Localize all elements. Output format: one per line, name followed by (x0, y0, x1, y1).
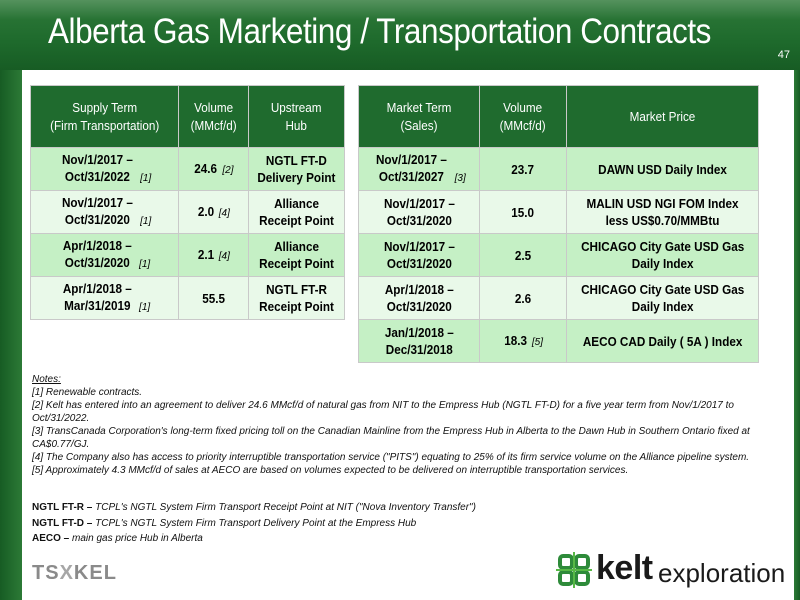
market-volume-cell: 18.3 [5] (479, 319, 567, 363)
market-term-cell: Apr/1/2018 – Oct/31/2020 (358, 276, 480, 320)
notes-label: Notes: (32, 374, 61, 385)
market-volume-cell: 15.0 (479, 190, 567, 234)
page-title: Alberta Gas Marketing / Transportation C… (48, 12, 711, 51)
note-item: [1] Renewable contracts. (32, 387, 143, 398)
left-frame-bar (0, 70, 22, 600)
supply-term-cell: Nov/1/2017 – Oct/31/2020 [1] (30, 190, 179, 234)
market-volume-header: Volume (MMcf/d) (479, 85, 567, 148)
market-table-row: Nov/1/2017 – Oct/31/2020 2.5 CHICAGO City … (358, 233, 759, 277)
supply-volume-cell: 2.1 [4] (178, 233, 249, 277)
footnote-ref: [4] (218, 250, 230, 262)
market-term-cell: Nov/1/2017 – Oct/31/2020 (358, 190, 480, 234)
title-bar-shine (0, 0, 800, 20)
supply-hub-cell: Alliance Receipt Point (248, 233, 345, 277)
supply-table-row: Nov/1/2017 – Oct/31/2022 [1] 24.6 [2] NGTL… (30, 147, 345, 191)
market-table-row: Jan/1/2018 – Dec/31/2018 18.3 [5] AECO CAD… (358, 319, 759, 363)
logo-exploration-text: exploration (658, 558, 786, 588)
note-item: [5] Approximately 4.3 MMcf/d of sales at… (32, 465, 629, 476)
note-item: [2] Kelt has entered into an agreement t… (32, 400, 734, 424)
supply-hub-header: Upstream Hub (248, 85, 345, 148)
supply-term-cell: Nov/1/2017 – Oct/31/2022 [1] (30, 147, 179, 191)
market-volume-cell: 23.7 (479, 147, 567, 191)
title-bar: Alberta Gas Marketing / Transportation C… (0, 0, 800, 70)
supply-term-header: Supply Term (Firm Transportation) (30, 85, 179, 148)
market-price-cell: AECO CAD Daily ( 5A ) Index (566, 319, 759, 363)
note-item: [4] The Company also has access to prior… (32, 452, 750, 463)
kelt-exploration-logo: kelt exploration (554, 548, 794, 592)
definition-item: AECO – main gas price Hub in Alberta (32, 533, 203, 544)
page-number: 47 (777, 49, 790, 61)
supply-hub-cell: NGTL FT-R Receipt Point (248, 276, 345, 320)
market-table: Market Term (Sales) Volume (MMcf/d) Mark… (358, 85, 759, 363)
supply-table-row: Apr/1/2018 – Oct/31/2020 [1] 2.1 [4] Allia… (30, 233, 345, 277)
market-volume-cell: 2.6 (479, 276, 567, 320)
footnote-ref: [3] (454, 173, 466, 184)
footnote-ref: [1] (139, 259, 151, 270)
notes-section: Notes: [1] Renewable contracts. [2] Kelt… (32, 373, 772, 477)
celtic-knot-icon (556, 552, 592, 588)
market-volume-cell: 2.5 (479, 233, 567, 277)
footnote-ref: [1] (139, 302, 151, 313)
supply-volume-cell: 55.5 (178, 276, 249, 320)
market-price-cell: MALIN USD NGI FOM Index less US$0.70/MMB… (566, 190, 759, 234)
market-price-cell: CHICAGO City Gate USD Gas Daily Index (566, 233, 759, 277)
definition-item: NGTL FT-D – TCPL's NGTL System Firm Tran… (32, 517, 417, 529)
supply-hub-cell: Alliance Receipt Point (248, 190, 345, 234)
footnote-ref: [5] (531, 336, 544, 348)
logo-kelt-text: kelt (596, 549, 653, 587)
market-price-cell: CHICAGO City Gate USD Gas Daily Index (566, 276, 759, 320)
footnote-ref: [4] (218, 207, 230, 219)
supply-term-cell: Apr/1/2018 – Mar/31/2019 [1] (30, 276, 179, 320)
market-price-header: Market Price (566, 85, 759, 148)
tsx-kel-logo: TSXKEL (32, 562, 117, 584)
supply-table-row: Nov/1/2017 – Oct/31/2020 [1] 2.0 [4] Allia… (30, 190, 345, 234)
supply-term-cell: Apr/1/2018 – Oct/31/2020 [1] (30, 233, 179, 277)
definition-item: NGTL FT-R – TCPL's NGTL System Firm Tran… (32, 502, 476, 513)
market-price-cell: DAWN USD Daily Index (566, 147, 759, 191)
market-table-row: Nov/1/2017 – Oct/31/2020 15.0 MALIN USD NG… (358, 190, 759, 234)
definitions-section: NGTL FT-R – TCPL's NGTL System Firm Tran… (32, 500, 772, 547)
market-table-row: Nov/1/2017 – Oct/31/2027 [3] 23.7 DAWN USD… (358, 147, 759, 191)
supply-table-row: Apr/1/2018 – Mar/31/2019 [1] 55.5 NGTL FT-… (30, 276, 345, 320)
market-term-cell: Nov/1/2017 – Oct/31/2027 [3] (358, 147, 480, 191)
slide-content: Supply Term (Firm Transportation) Volume… (22, 70, 794, 600)
supply-table: Supply Term (Firm Transportation) Volume… (30, 85, 345, 320)
right-frame-bar (794, 70, 800, 600)
market-term-cell: Jan/1/2018 – Dec/31/2018 (358, 319, 480, 363)
market-table-row: Apr/1/2018 – Oct/31/2020 2.6 CHICAGO City … (358, 276, 759, 320)
supply-volume-cell: 24.6 [2] (178, 147, 249, 191)
footnote-ref: [2] (222, 164, 234, 176)
market-term-cell: Nov/1/2017 – Oct/31/2020 (358, 233, 480, 277)
supply-hub-cell: NGTL FT-D Delivery Point (248, 147, 345, 191)
supply-volume-header: Volume (MMcf/d) (178, 85, 249, 148)
footnote-ref: [1] (140, 173, 152, 184)
market-term-header: Market Term (Sales) (358, 85, 480, 148)
supply-volume-cell: 2.0 [4] (178, 190, 249, 234)
note-item: [3] TransCanada Corporation's long-term … (32, 426, 750, 450)
footnote-ref: [1] (140, 216, 152, 227)
